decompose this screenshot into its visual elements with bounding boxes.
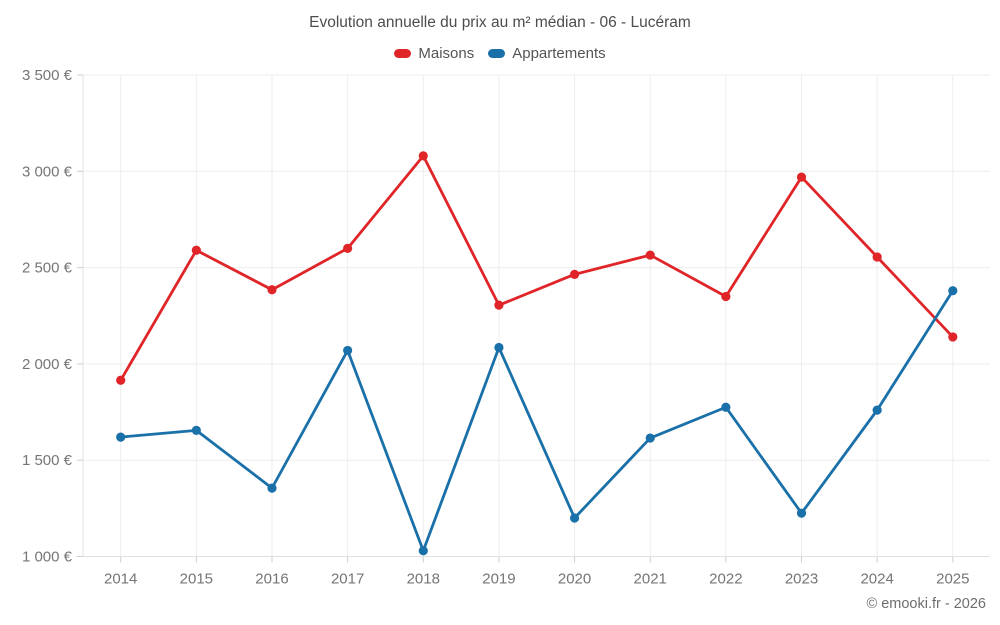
x-tick-label: 2015: [180, 571, 213, 588]
attribution: © emooki.fr - 2026: [866, 596, 986, 612]
data-point-appartements-2021[interactable]: [645, 433, 655, 443]
x-tick-label: 2014: [104, 571, 137, 588]
data-point-maisons-2020[interactable]: [569, 269, 580, 279]
x-tick-label: 2020: [558, 571, 591, 588]
x-tick-label: 2017: [331, 571, 364, 588]
x-tick-label: 2022: [709, 571, 742, 588]
y-tick-label: 2 000 €: [22, 356, 73, 373]
data-point-maisons-2014[interactable]: [116, 375, 126, 385]
series-line-maisons: [119, 154, 955, 382]
data-point-appartements-2022[interactable]: [721, 402, 731, 412]
chart-title: Evolution annuelle du prix au m² médian …: [309, 14, 691, 31]
x-tick-label: 2023: [785, 571, 818, 588]
legend-label-appartements: Appartements: [512, 45, 606, 62]
chart-legend: Maisons Appartements: [0, 45, 1000, 62]
data-point-maisons-2021[interactable]: [645, 250, 655, 260]
legend-item-maisons[interactable]: Maisons: [394, 45, 474, 62]
x-tick-label: 2025: [936, 571, 969, 588]
data-point-maisons-2017[interactable]: [343, 243, 353, 253]
data-point-maisons-2016[interactable]: [267, 285, 277, 295]
maisons-swatch-icon: [394, 49, 412, 58]
data-point-appartements-2024[interactable]: [872, 405, 882, 415]
data-point-appartements-2016[interactable]: [267, 483, 277, 493]
data-point-maisons-2015[interactable]: [191, 245, 201, 255]
x-tick-label: 2016: [255, 571, 288, 588]
legend-label-maisons: Maisons: [418, 45, 475, 62]
data-point-maisons-2025[interactable]: [948, 332, 958, 342]
data-point-appartements-2017[interactable]: [343, 345, 353, 356]
data-point-appartements-2020[interactable]: [569, 513, 580, 523]
x-tick-label: 2024: [860, 571, 893, 588]
data-point-appartements-2015[interactable]: [191, 425, 201, 435]
series-line-appartements: [119, 289, 955, 553]
x-tick-label: 2018: [407, 571, 440, 588]
data-point-maisons-2018[interactable]: [418, 151, 428, 161]
y-tick-label: 1 000 €: [22, 549, 73, 566]
data-point-appartements-2014[interactable]: [116, 432, 126, 442]
data-point-maisons-2023[interactable]: [796, 172, 807, 182]
data-point-appartements-2018[interactable]: [418, 546, 428, 556]
x-tick-label: 2019: [482, 571, 515, 588]
appartements-swatch-icon: [488, 49, 506, 58]
data-point-maisons-2022[interactable]: [721, 291, 731, 302]
data-point-appartements-2019[interactable]: [494, 342, 504, 353]
y-tick-label: 1 500 €: [22, 452, 73, 469]
y-tick-label: 3 000 €: [22, 163, 73, 180]
x-tick-label: 2021: [634, 571, 667, 588]
data-point-appartements-2025[interactable]: [948, 286, 958, 296]
data-point-maisons-2019[interactable]: [494, 300, 504, 310]
y-tick-label: 2 500 €: [22, 260, 73, 277]
data-point-maisons-2024[interactable]: [872, 252, 882, 262]
legend-item-appartements[interactable]: Appartements: [488, 45, 606, 62]
data-point-appartements-2023[interactable]: [796, 508, 807, 518]
y-tick-label: 3 500 €: [22, 67, 73, 84]
